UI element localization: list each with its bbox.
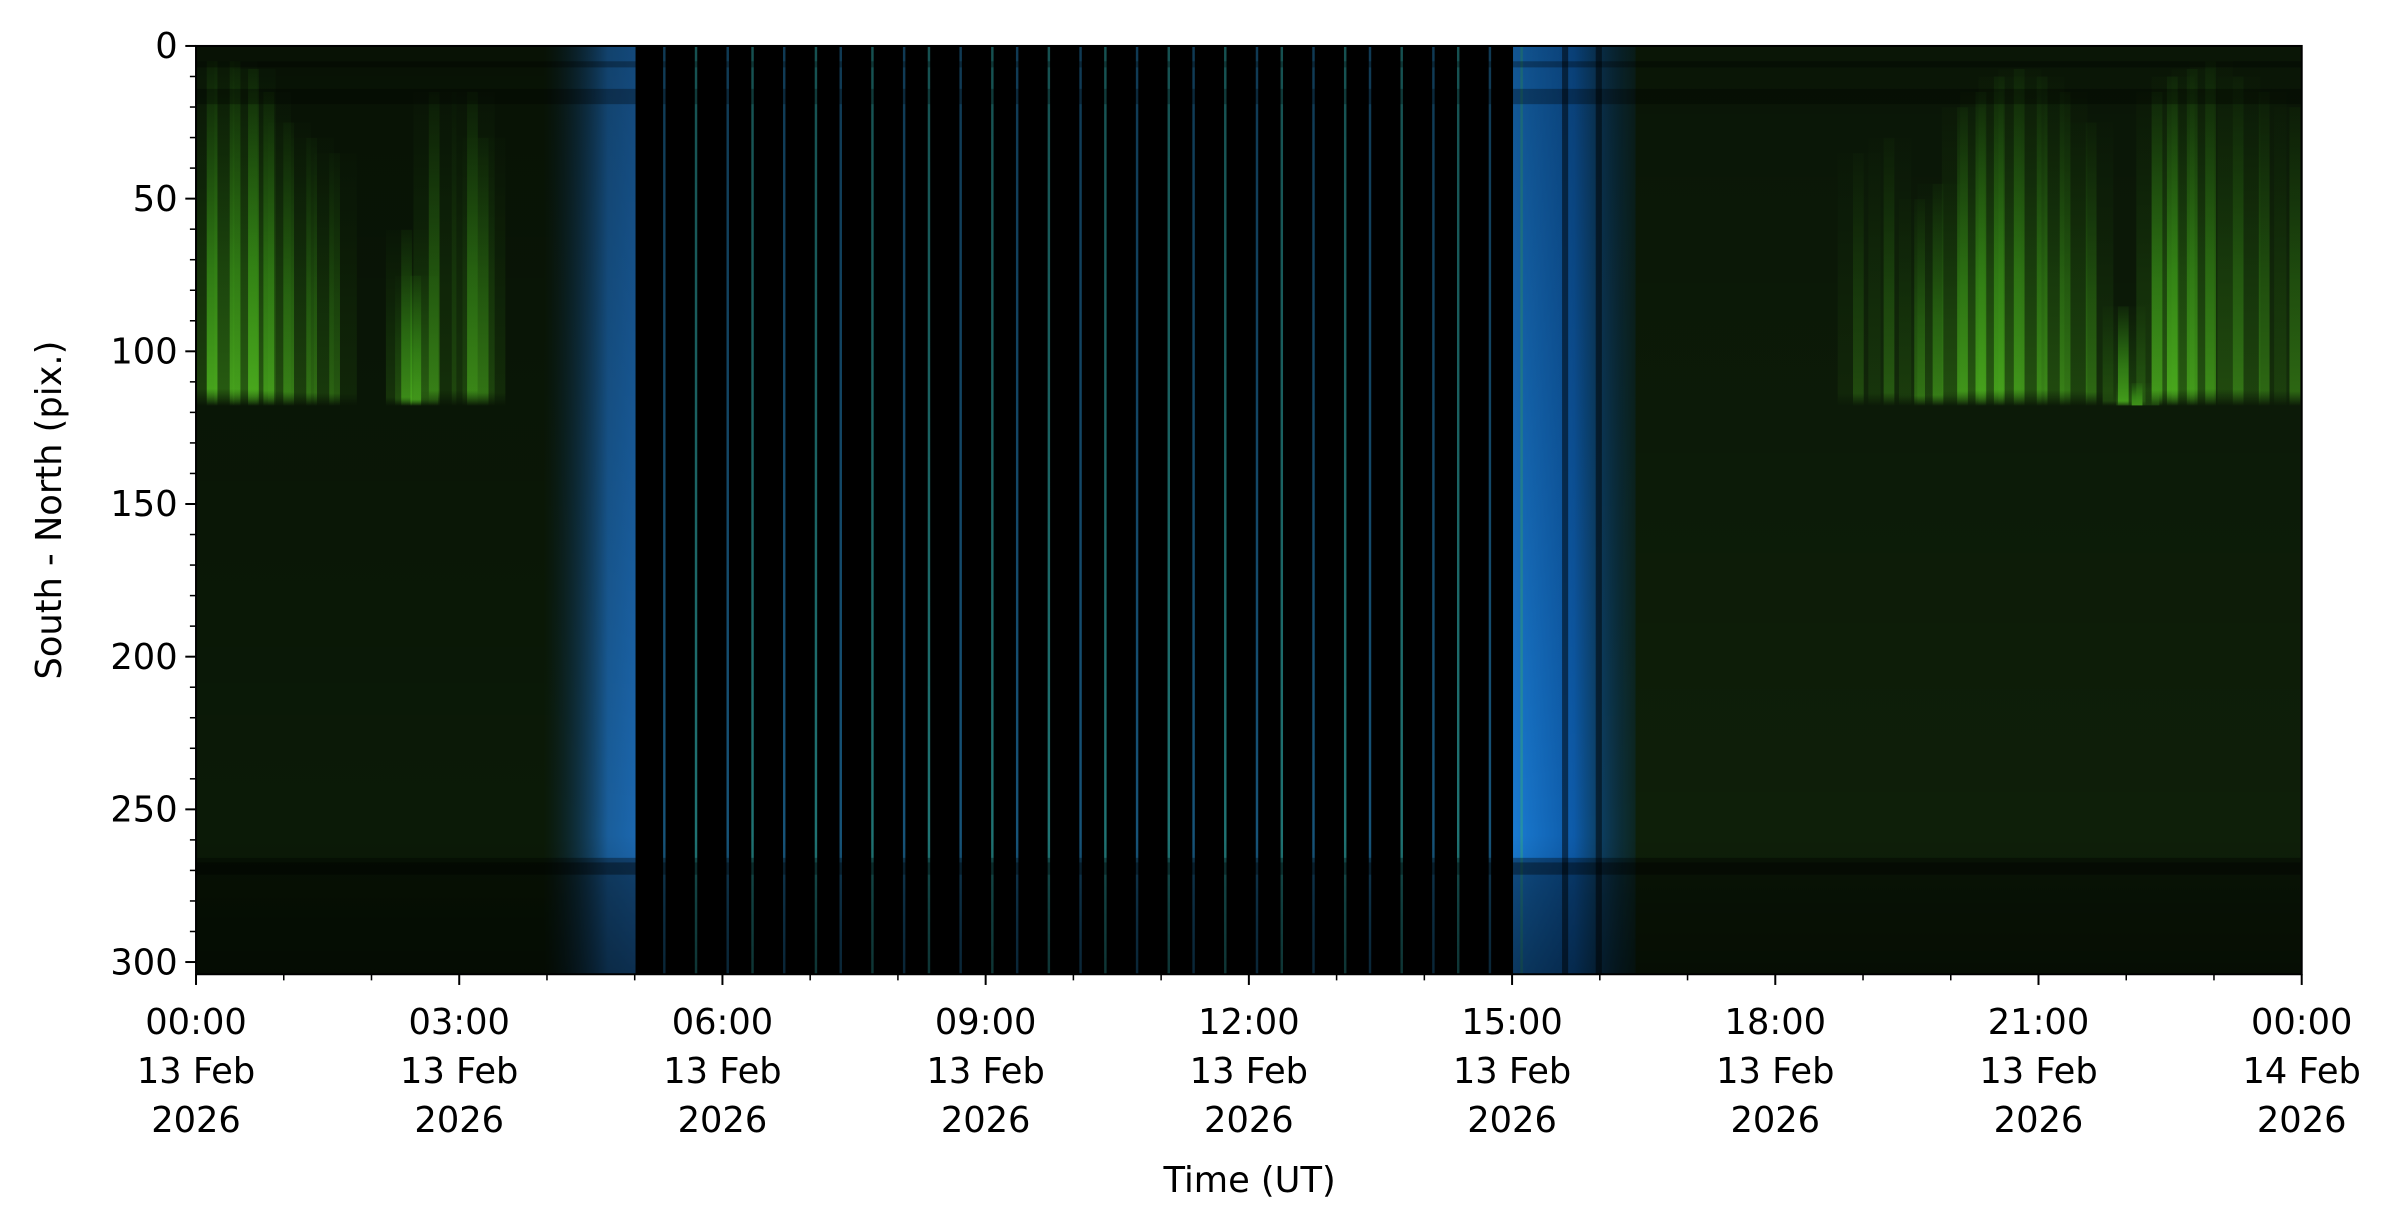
x-tick-label: 2026 (941, 1100, 1031, 1141)
x-tick-label: 00:00 (2251, 1002, 2352, 1043)
x-tick-label: 2026 (151, 1100, 241, 1141)
x-tick-label: 21:00 (1988, 1002, 2089, 1043)
y-tick-label: 250 (110, 790, 177, 831)
y-tick-label: 200 (110, 637, 177, 678)
x-tick-label: 03:00 (408, 1002, 509, 1043)
x-tick-label: 15:00 (1461, 1002, 1562, 1043)
x-tick-label: 13 Feb (400, 1051, 518, 1092)
x-tick-label: 13 Feb (663, 1051, 781, 1092)
x-tick-label: 2026 (1994, 1100, 2084, 1141)
x-tick-label: 06:00 (672, 1002, 773, 1043)
keogram-image (196, 45, 2302, 975)
x-tick-label: 09:00 (935, 1002, 1036, 1043)
y-tick-label: 50 (133, 179, 178, 220)
x-tick-label: 13 Feb (1190, 1051, 1308, 1092)
x-tick-label: 2026 (1730, 1100, 1820, 1141)
x-tick-label: 13 Feb (1979, 1051, 2097, 1092)
x-tick-label: 2026 (414, 1100, 504, 1141)
y-axis-label: South - North (pix.) (29, 341, 70, 680)
x-tick-label: 12:00 (1198, 1002, 1299, 1043)
x-tick-label: 2026 (2257, 1100, 2347, 1141)
y-tick-label: 100 (110, 332, 177, 373)
x-tick-label: 00:00 (145, 1002, 246, 1043)
x-tick-label: 18:00 (1725, 1002, 1826, 1043)
x-tick-label: 13 Feb (1453, 1051, 1571, 1092)
x-tick-label: 13 Feb (926, 1051, 1044, 1092)
y-tick-label: 300 (110, 942, 177, 983)
x-tick-label: 13 Feb (137, 1051, 255, 1092)
x-tick-label: 2026 (1204, 1100, 1294, 1141)
y-tick-label: 0 (155, 26, 177, 67)
x-tick-label: 2026 (678, 1100, 768, 1141)
x-tick-label: 13 Feb (1716, 1051, 1834, 1092)
x-tick-label: 14 Feb (2243, 1051, 2361, 1092)
x-tick-label: 2026 (1467, 1100, 1557, 1141)
x-axis-label: Time (UT) (1163, 1160, 1336, 1201)
y-tick-label: 150 (110, 484, 177, 525)
